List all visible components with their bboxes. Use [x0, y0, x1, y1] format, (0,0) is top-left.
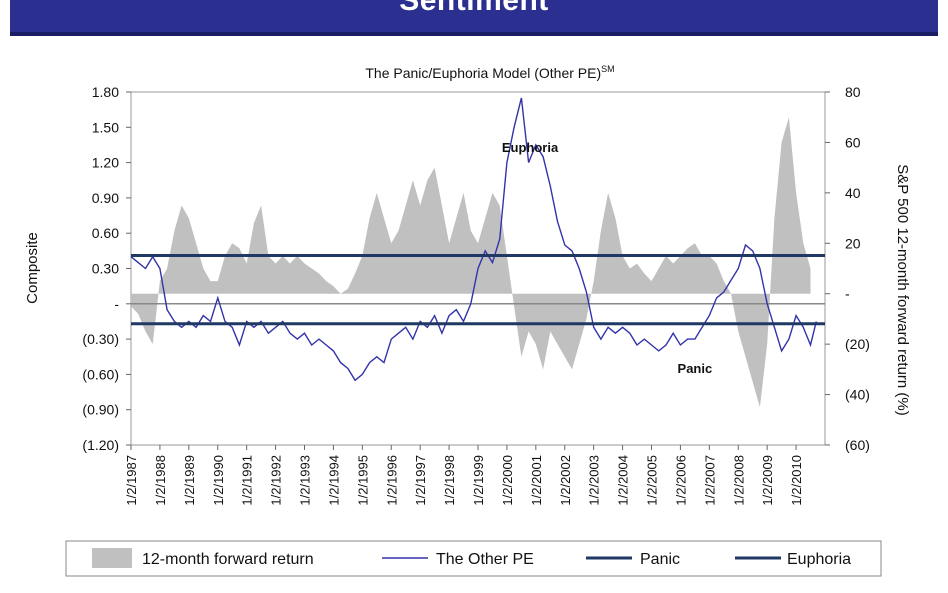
y-tick-label: 0.30 [92, 261, 119, 277]
left-axis-ticks: 1.80 1.50 1.20 0.90 0.60 0.30 - (0.30) (0.60) (0.… [82, 84, 131, 453]
x-tick-label: 1/2/2001 [529, 455, 544, 506]
forward-return-area-layer [131, 117, 811, 408]
annotation-label: Euphoria [502, 140, 559, 155]
y-tick-label: 1.20 [92, 155, 119, 171]
chart-title-superscript: SM [601, 64, 615, 74]
y2-tick-label: - [845, 286, 850, 302]
x-tick-label: 1/2/1997 [413, 455, 428, 506]
x-tick-label: 1/2/2005 [645, 455, 660, 506]
legend-label-forward-return: 12-month forward return [142, 551, 314, 568]
x-tick-label: 1/2/2007 [702, 455, 717, 506]
y2-tick-label: 80 [845, 84, 861, 100]
y-tick-label: 1.80 [92, 84, 119, 100]
banner-title: Sentiment [399, 0, 549, 17]
y-tick-label: (0.60) [82, 366, 119, 382]
y-tick-label: (0.90) [82, 402, 119, 418]
y2-tick-label: (40) [845, 387, 870, 403]
legend-label-euphoria: Euphoria [787, 551, 851, 568]
x-axis-ticks: 1/2/1987 1/2/1988 1/2/1989 1/2/1990 1/2/1991… [124, 445, 804, 506]
other-pe-line-layer [130, 97, 817, 382]
forward-return-area [131, 117, 811, 408]
x-tick-label: 1/2/2010 [789, 455, 804, 506]
y-tick-label: 0.60 [92, 225, 119, 241]
x-tick-label: 1/2/2006 [673, 455, 688, 506]
legend-label-panic: Panic [640, 551, 680, 568]
x-tick-label: 1/2/2009 [760, 455, 775, 506]
y2-tick-label: (60) [845, 437, 870, 453]
y-tick-label: (0.30) [82, 331, 119, 347]
x-tick-label: 1/2/1990 [211, 455, 226, 506]
annotation-label: Panic [678, 361, 713, 376]
other-pe-line [130, 97, 817, 382]
x-tick-label: 1/2/1994 [326, 455, 341, 506]
x-tick-label: 1/2/1987 [124, 455, 139, 506]
legend-label-other-pe: The Other PE [436, 551, 534, 568]
chart-title-text: The Panic/Euphoria Model (Other PE) [365, 65, 601, 81]
x-tick-label: 1/2/2003 [587, 455, 602, 506]
y-tick-label: - [114, 296, 119, 312]
x-tick-label: 1/2/1989 [182, 455, 197, 506]
y2-tick-label: 60 [845, 134, 861, 150]
x-tick-label: 1/2/2008 [731, 455, 746, 506]
x-tick-label: 1/2/1995 [355, 455, 370, 506]
legend-swatch-forward-return [92, 548, 132, 568]
x-tick-label: 1/2/1992 [269, 455, 284, 506]
y-axis-label: Composite [24, 232, 41, 304]
right-axis-ticks: 80 60 40 20 - (20) (40) (60) [825, 84, 870, 453]
annotations: Euphoria Panic [502, 140, 712, 376]
x-tick-label: 1/2/1996 [384, 455, 399, 506]
y2-axis-label: S&P 500 12-month forward return (%) [894, 164, 911, 416]
y-tick-label: (1.20) [82, 437, 119, 453]
x-tick-label: 1/2/1991 [240, 455, 255, 506]
y2-tick-label: 20 [845, 235, 861, 251]
x-tick-label: 1/2/1988 [153, 455, 168, 506]
x-tick-label: 1/2/2000 [500, 455, 515, 506]
y-tick-label: 0.90 [92, 190, 119, 206]
x-tick-label: 1/2/1999 [471, 455, 486, 506]
y2-tick-label: (20) [845, 336, 870, 352]
y2-tick-label: 40 [845, 185, 861, 201]
x-tick-label: 1/2/1993 [298, 455, 313, 506]
x-tick-label: 1/2/2004 [616, 455, 631, 506]
x-tick-label: 1/2/1998 [442, 455, 457, 506]
chart-title: The Panic/Euphoria Model (Other PE)SM [365, 64, 614, 81]
y-tick-label: 1.50 [92, 119, 119, 135]
section-banner: Sentiment [10, 0, 938, 36]
x-tick-label: 1/2/2002 [558, 455, 573, 506]
chart-legend: 12-month forward return The Other PE Pan… [65, 540, 882, 577]
